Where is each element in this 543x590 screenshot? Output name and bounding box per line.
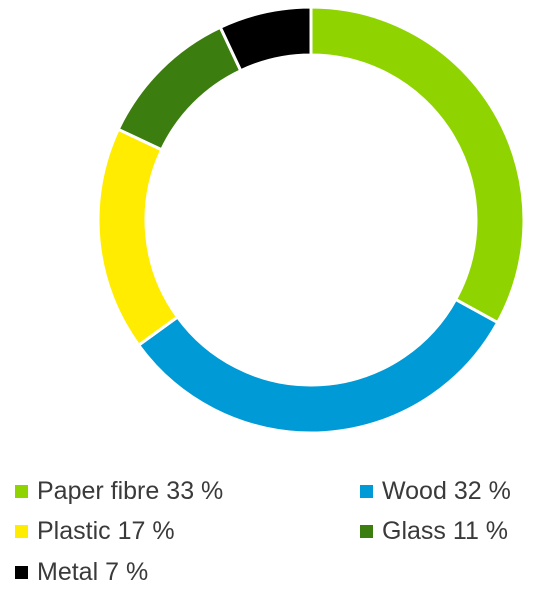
donut-slice-glass: [116, 25, 243, 152]
legend-swatch-glass: [360, 524, 373, 538]
donut-slice-plastic: [96, 127, 180, 347]
legend-item-metal: Metal 7 %: [15, 557, 148, 587]
donut-slice-wood: [137, 297, 500, 435]
legend-value-glass: 11 %: [452, 517, 509, 545]
legend-swatch-wood: [360, 484, 373, 498]
legend-value-plastic: 17 %: [117, 517, 175, 545]
legend-value-wood: 32 %: [453, 477, 511, 505]
legend-item-plastic: Plastic 17 %: [15, 516, 175, 546]
legend-swatch-metal: [15, 565, 28, 579]
legend-label-paper-fibre: Paper fibre: [37, 477, 160, 505]
legend-value-metal: 7 %: [105, 558, 149, 586]
legend-value-paper-fibre: 33 %: [166, 477, 224, 505]
legend-item-wood: Wood 32 %: [360, 476, 511, 506]
legend-label-plastic: Plastic: [37, 517, 111, 545]
donut-slice-paper-fibre: [309, 5, 526, 325]
donut-chart: [96, 5, 526, 435]
legend-swatch-plastic: [15, 524, 28, 538]
legend-label-metal: Metal: [37, 558, 99, 586]
legend-label-glass: Glass: [382, 517, 446, 545]
donut-slice-metal: [218, 5, 313, 73]
legend: Paper fibre 33 % Wood 32 % Plastic 17 % …: [0, 468, 543, 590]
legend-label-wood: Wood: [382, 477, 447, 505]
legend-item-paper-fibre: Paper fibre 33 %: [15, 476, 223, 506]
legend-swatch-paper-fibre: [15, 484, 28, 498]
legend-item-glass: Glass 11 %: [360, 516, 508, 546]
